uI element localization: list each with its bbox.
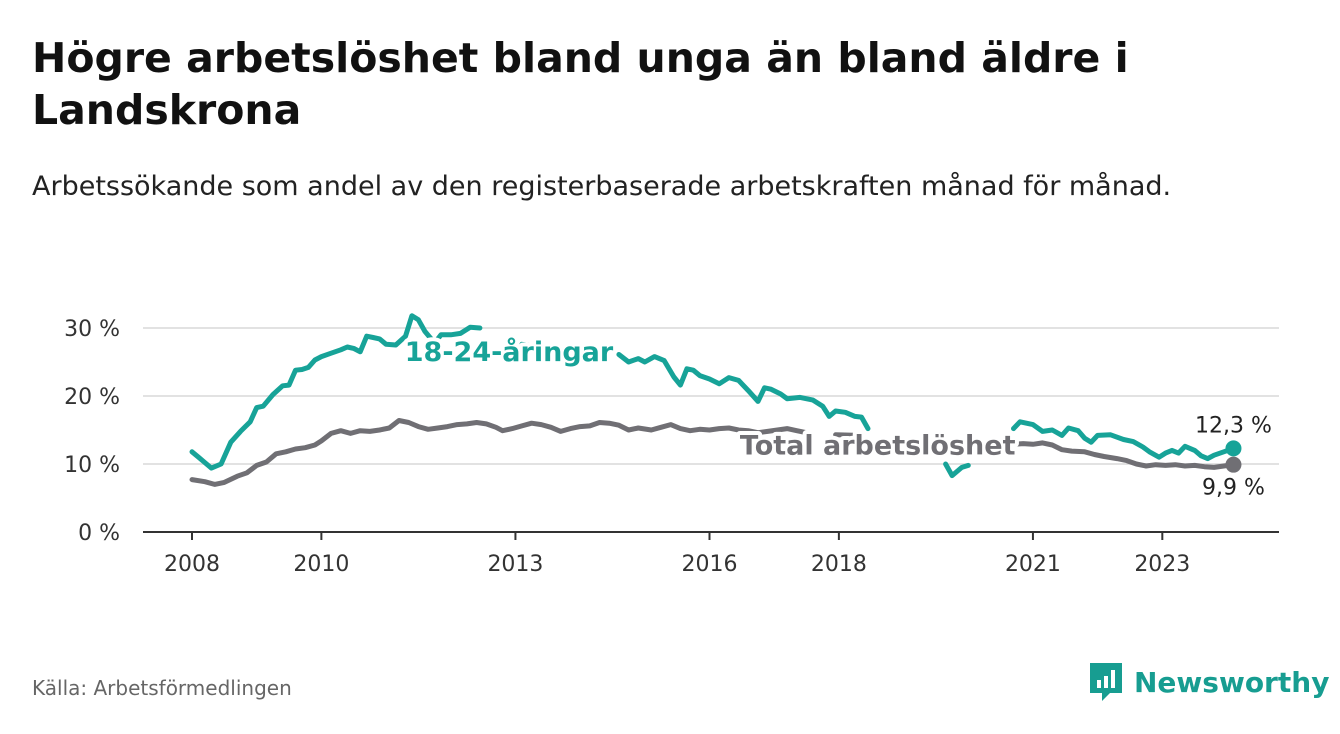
x-tick-label: 2021 [1005,552,1061,577]
x-tick-label: 2008 [164,552,220,577]
brand-logo[interactable]: Newsworthy [1088,660,1329,704]
series-line-total [189,418,809,487]
x-tick-label: 2016 [682,552,738,577]
end-point-total [1225,456,1242,473]
series-line-total [833,432,861,438]
chart-subtitle: Arbetssökande som andel av den registerb… [32,171,1172,202]
x-tick-label: 2018 [811,552,867,577]
newsworthy-logo-icon [1090,663,1122,701]
series-line-youth [519,341,538,349]
y-tick-label: 20 % [64,385,120,410]
y-tick-label: 10 % [64,453,120,478]
y-tick-label: 0 % [78,521,120,546]
end-label-youth: 12,3 % [1195,413,1272,438]
end-label-total: 9,9 % [1202,476,1265,501]
series-label-youth: 18-24-åringar [405,336,614,368]
chart-title: Högre arbetslöshet bland unga än bland ä… [32,34,1129,134]
end-point-youth [1225,440,1242,457]
brand-name: Newsworthy [1134,665,1330,699]
line-labels: 18-24-åringar Total arbetslöshet 12,3 % 9,9… [401,332,1272,501]
series-line-youth [943,461,971,479]
x-tick-label: 2010 [293,552,349,577]
series-label-total: Total arbetslöshet [740,431,1016,462]
source-note: Källa: Arbetsförmedlingen [32,676,292,700]
series-line-total [1001,440,1236,470]
y-tick-label: 30 % [64,317,120,342]
series-line-youth [616,352,871,432]
x-tick-label: 2013 [487,552,543,577]
gridlines [143,327,1279,465]
series-line-youth [189,313,483,471]
series-line-youth [1011,419,1236,462]
x-tick-label: 2023 [1134,552,1190,577]
axes: 0 % 10 % 20 % 30 % 2008 2010 2013 2016 2018 2021 2… [64,317,1279,577]
series-lines [189,313,1236,487]
